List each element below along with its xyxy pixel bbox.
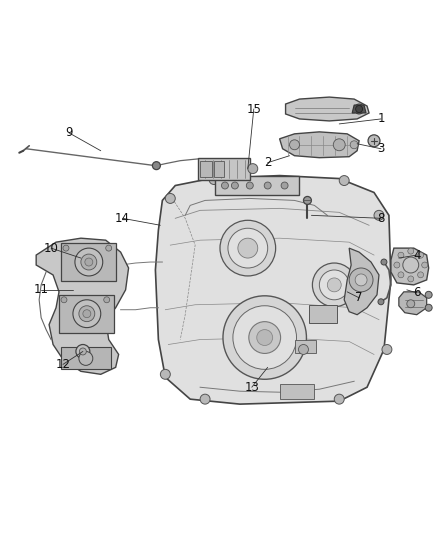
- Text: 10: 10: [44, 241, 59, 255]
- Bar: [214, 160, 224, 176]
- Bar: [198, 158, 250, 180]
- Circle shape: [85, 258, 93, 266]
- Bar: [59, 295, 114, 333]
- Circle shape: [312, 263, 356, 307]
- Circle shape: [79, 351, 93, 365]
- Circle shape: [350, 141, 358, 149]
- Text: 13: 13: [244, 381, 259, 394]
- Circle shape: [61, 297, 67, 303]
- Text: 6: 6: [413, 286, 420, 300]
- Circle shape: [257, 329, 273, 345]
- Circle shape: [374, 211, 384, 220]
- Circle shape: [339, 175, 349, 185]
- Circle shape: [398, 252, 404, 258]
- Circle shape: [63, 245, 69, 251]
- Circle shape: [223, 296, 307, 379]
- Circle shape: [220, 220, 276, 276]
- Text: 12: 12: [56, 358, 71, 371]
- Text: 4: 4: [413, 248, 420, 262]
- Polygon shape: [352, 105, 366, 113]
- Circle shape: [334, 394, 344, 404]
- Circle shape: [408, 276, 414, 282]
- Circle shape: [165, 193, 175, 204]
- Text: 8: 8: [377, 212, 385, 225]
- Circle shape: [75, 248, 103, 276]
- Polygon shape: [279, 132, 359, 158]
- Text: 11: 11: [34, 284, 49, 296]
- Circle shape: [319, 270, 349, 300]
- Bar: [200, 160, 212, 176]
- Bar: [294, 340, 316, 353]
- Bar: [61, 243, 116, 281]
- Circle shape: [248, 164, 258, 174]
- Circle shape: [281, 182, 288, 189]
- Polygon shape: [399, 292, 427, 314]
- Circle shape: [298, 344, 308, 354]
- Polygon shape: [344, 248, 379, 314]
- Bar: [279, 384, 314, 399]
- Circle shape: [81, 254, 97, 270]
- Circle shape: [382, 344, 392, 354]
- Circle shape: [106, 245, 112, 251]
- Circle shape: [104, 297, 110, 303]
- Circle shape: [246, 182, 253, 189]
- Circle shape: [152, 161, 160, 169]
- Circle shape: [407, 300, 415, 308]
- Text: 1: 1: [377, 112, 385, 125]
- Polygon shape: [391, 248, 429, 285]
- Circle shape: [417, 272, 424, 278]
- Circle shape: [209, 175, 219, 184]
- Circle shape: [368, 135, 380, 147]
- Text: 2: 2: [264, 156, 272, 169]
- Text: 9: 9: [65, 126, 73, 139]
- Circle shape: [408, 248, 414, 254]
- Circle shape: [425, 292, 432, 298]
- Circle shape: [264, 182, 271, 189]
- Circle shape: [238, 238, 258, 258]
- Circle shape: [231, 182, 238, 189]
- Bar: [61, 348, 111, 369]
- Circle shape: [222, 182, 229, 189]
- Text: 14: 14: [115, 212, 130, 225]
- Circle shape: [160, 369, 170, 379]
- Bar: [215, 175, 300, 196]
- Circle shape: [425, 304, 432, 311]
- Circle shape: [228, 228, 268, 268]
- Circle shape: [398, 272, 404, 278]
- Circle shape: [422, 262, 427, 268]
- Circle shape: [403, 257, 419, 273]
- Circle shape: [394, 262, 400, 268]
- Circle shape: [378, 299, 384, 305]
- Circle shape: [333, 139, 345, 151]
- Circle shape: [356, 106, 363, 112]
- Polygon shape: [155, 175, 391, 404]
- Text: 15: 15: [246, 102, 261, 116]
- Polygon shape: [286, 97, 369, 121]
- Circle shape: [349, 268, 373, 292]
- Circle shape: [83, 310, 91, 318]
- Circle shape: [79, 348, 86, 355]
- Circle shape: [290, 140, 300, 150]
- Circle shape: [73, 300, 101, 328]
- Circle shape: [233, 306, 297, 369]
- Circle shape: [355, 274, 367, 286]
- Text: 3: 3: [377, 142, 385, 155]
- Circle shape: [79, 306, 95, 321]
- Polygon shape: [36, 238, 129, 374]
- Circle shape: [304, 197, 311, 204]
- Circle shape: [417, 252, 424, 258]
- Circle shape: [381, 259, 387, 265]
- Circle shape: [249, 321, 281, 353]
- Circle shape: [327, 278, 341, 292]
- Bar: [309, 305, 337, 322]
- Circle shape: [354, 104, 364, 114]
- Circle shape: [200, 394, 210, 404]
- Circle shape: [76, 344, 90, 358]
- Text: 7: 7: [355, 292, 363, 304]
